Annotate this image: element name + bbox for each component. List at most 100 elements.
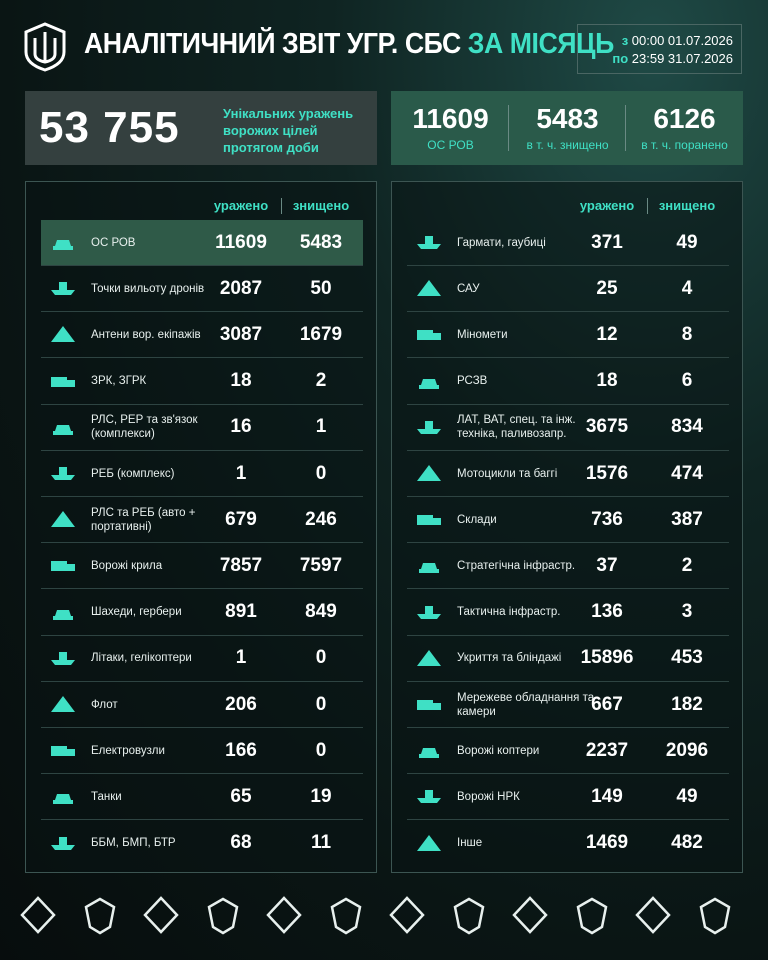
row-label: Електровузли bbox=[91, 744, 165, 757]
row-label: Ворожі НРК bbox=[457, 790, 520, 803]
destroyed-value: 0 bbox=[315, 462, 327, 484]
icon-shape bbox=[417, 420, 441, 434]
emblem-shape bbox=[635, 896, 671, 934]
table-row: Ворожі НРК 149 49 bbox=[407, 774, 729, 821]
emblem-shape bbox=[453, 897, 484, 935]
table-row: Ворожі крила 7857 7597 bbox=[41, 543, 363, 590]
row-label: Стратегічна інфрастр. bbox=[457, 559, 576, 572]
icon-shape bbox=[51, 746, 75, 757]
icon-shape bbox=[53, 609, 73, 620]
emblem-shape bbox=[207, 897, 238, 935]
hit-value: 7857 bbox=[219, 554, 263, 576]
row-divider bbox=[407, 403, 729, 405]
destroyed-value: 1679 bbox=[299, 323, 343, 345]
row-icon bbox=[419, 748, 439, 759]
unit-emblem bbox=[635, 896, 671, 934]
row-icon bbox=[417, 605, 441, 619]
unit-emblem bbox=[512, 896, 548, 934]
stat: 6126 в т. ч. поранено bbox=[627, 103, 742, 152]
unit-emblem bbox=[266, 896, 302, 934]
row-divider bbox=[407, 496, 729, 497]
icon-shape bbox=[417, 236, 441, 249]
stat-separator bbox=[508, 105, 509, 151]
row-icon bbox=[417, 465, 441, 481]
row-divider bbox=[41, 265, 363, 266]
hit-value: 25 bbox=[596, 277, 618, 299]
stat-label: в т. ч. поранено bbox=[641, 138, 728, 152]
emblem-shape bbox=[512, 896, 548, 934]
row-icon bbox=[53, 424, 73, 435]
row-icon bbox=[417, 420, 441, 434]
table-row: РСЗВ 18 6 bbox=[407, 359, 729, 405]
row-label: Ворожі коптери bbox=[457, 744, 540, 757]
icon-shape bbox=[417, 649, 441, 666]
icon-shape bbox=[417, 834, 441, 851]
hit-value: 371 bbox=[591, 231, 623, 253]
unit-emblem bbox=[699, 897, 730, 935]
icon-shape bbox=[417, 280, 441, 297]
row-icon bbox=[51, 282, 75, 296]
table-row: Танки 65 19 bbox=[41, 774, 363, 821]
destroyed-value: 7597 bbox=[299, 554, 343, 576]
emblem-shape bbox=[84, 897, 115, 935]
title-main: АНАЛІТИЧНИЙ ЗВІТ УГР. СБС bbox=[84, 28, 461, 60]
row-icon bbox=[53, 794, 73, 805]
hit-value: 149 bbox=[591, 785, 623, 807]
emblem-shape bbox=[143, 896, 179, 934]
destroyed-value: 0 bbox=[315, 739, 327, 761]
column-header: уражено bbox=[213, 198, 269, 213]
hit-value: 2087 bbox=[219, 277, 263, 299]
icon-shape bbox=[417, 700, 441, 710]
destroyed-value: 474 bbox=[671, 462, 703, 484]
icon-shape bbox=[53, 424, 73, 435]
destroyed-value: 50 bbox=[310, 277, 332, 299]
icon-shape bbox=[53, 240, 73, 250]
row-label: Точки вильоту дронів bbox=[91, 282, 205, 295]
row-label: РЛС, РЕР та зв'язок (комплекси) bbox=[91, 414, 198, 441]
row-divider bbox=[41, 588, 363, 590]
hit-value: 3675 bbox=[585, 416, 629, 438]
row-icon bbox=[53, 240, 73, 250]
row-label: Літаки, гелікоптери bbox=[91, 652, 192, 665]
row-divider bbox=[407, 819, 729, 821]
row-divider bbox=[41, 773, 363, 775]
emblem-shape bbox=[330, 897, 361, 935]
row-label: ББМ, БМП, БТР bbox=[91, 837, 176, 850]
row-icon bbox=[51, 561, 75, 572]
table-row: Склади 736 387 bbox=[407, 497, 729, 544]
hit-value: 15896 bbox=[580, 647, 634, 669]
unit-emblem bbox=[143, 896, 179, 934]
stat-separator bbox=[625, 105, 626, 151]
row-icon bbox=[51, 511, 75, 528]
row-label: Ворожі крила bbox=[91, 559, 163, 572]
row-icon bbox=[417, 236, 441, 249]
icon-shape bbox=[51, 326, 75, 343]
table-row: Антени вор. екіпажів 3087 1679 bbox=[41, 312, 363, 359]
hit-value: 18 bbox=[230, 370, 252, 392]
stat-value: 5483 bbox=[536, 103, 599, 134]
column-header: уражено bbox=[579, 198, 635, 213]
destroyed-value: 0 bbox=[315, 647, 327, 669]
hit-value: 679 bbox=[225, 508, 257, 530]
table-row: Міномети 12 8 bbox=[407, 312, 729, 359]
row-divider bbox=[407, 773, 729, 775]
unit-emblem bbox=[453, 897, 484, 935]
icon-shape bbox=[51, 651, 75, 665]
row-divider bbox=[41, 403, 363, 405]
hit-value: 136 bbox=[591, 601, 623, 623]
row-divider bbox=[41, 449, 363, 451]
destroyed-value: 2096 bbox=[665, 739, 709, 761]
row-label: РЛС та РЕБ (авто + портативні) bbox=[91, 506, 196, 533]
destroyed-value: 246 bbox=[305, 508, 337, 530]
destroyed-value: 387 bbox=[671, 508, 703, 530]
destroyed-value: 19 bbox=[310, 785, 332, 807]
row-label: ЗРК, ЗГРК bbox=[91, 375, 147, 388]
destroyed-value: 2 bbox=[681, 554, 693, 576]
row-icon bbox=[417, 515, 441, 526]
row-icon bbox=[51, 746, 75, 757]
stat-value: 6126 bbox=[653, 103, 716, 134]
table-row: Інше 1469 482 bbox=[407, 821, 729, 866]
destroyed-value: 0 bbox=[315, 693, 327, 715]
stat-label: в т. ч. знищено bbox=[526, 138, 609, 152]
